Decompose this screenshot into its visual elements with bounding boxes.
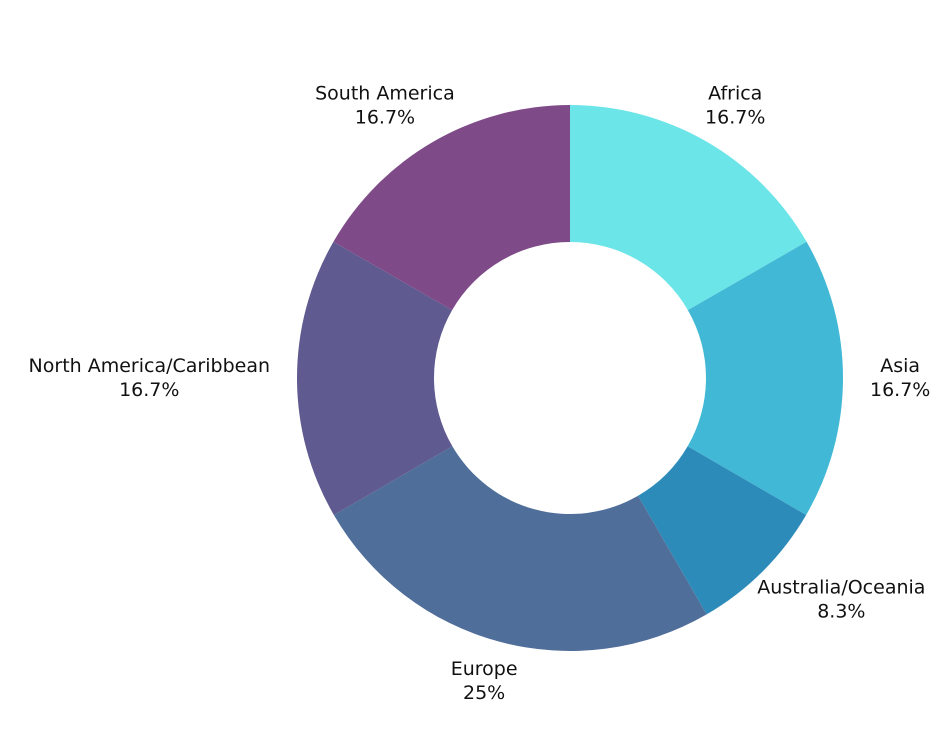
donut-slice bbox=[333, 446, 707, 652]
slice-value-label: 25% bbox=[463, 682, 505, 704]
donut-slice bbox=[687, 241, 844, 515]
donut-slice bbox=[297, 241, 453, 515]
slice-label: Asia bbox=[880, 355, 920, 377]
donut-slice bbox=[638, 446, 807, 615]
donut-slice bbox=[333, 105, 570, 311]
slice-label: Australia/Oceania bbox=[757, 577, 925, 599]
slice-label: Africa bbox=[708, 83, 762, 105]
slice-label: North America/Caribbean bbox=[29, 355, 270, 377]
slice-value-label: 16.7% bbox=[355, 107, 415, 129]
slice-label: Europe bbox=[451, 658, 518, 680]
donut-slice bbox=[570, 105, 807, 311]
slice-label: South America bbox=[315, 83, 455, 105]
slice-value-label: 16.7% bbox=[705, 107, 765, 129]
slice-value-label: 16.7% bbox=[119, 379, 179, 401]
slice-value-label: 16.7% bbox=[870, 379, 930, 401]
slice-value-label: 8.3% bbox=[817, 601, 865, 623]
